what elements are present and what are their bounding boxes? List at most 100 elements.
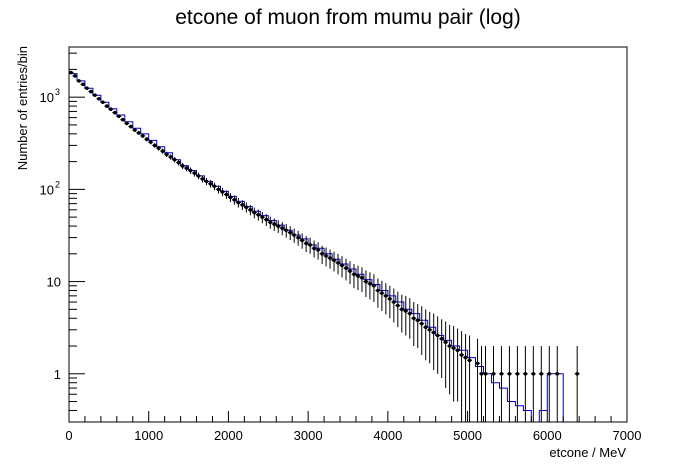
data-point [419,306,425,355]
y-tick-label: 1 [54,367,61,382]
data-point [255,209,261,221]
data-point [211,182,217,191]
mc-histogram-line [69,73,627,423]
data-point [439,319,445,379]
x-tick-label: 7000 [613,428,642,443]
data-point [303,236,309,253]
data-point [287,226,293,241]
data-point [530,346,536,422]
data-point [140,133,146,139]
data-point [180,162,186,169]
x-tick-label: 1000 [134,428,163,443]
data-point [259,211,265,224]
data-point [223,190,229,200]
x-tick-label: 0 [65,428,72,443]
data-point [399,294,405,333]
data-point [124,121,130,126]
data-point [371,274,377,303]
data-points-layer [68,70,580,422]
data-point [363,270,369,298]
data-point [204,177,210,186]
data-point [427,311,433,364]
data-point [92,93,98,98]
data-point [455,328,461,402]
data-point [247,204,253,216]
data-point [100,100,106,105]
data-point [235,198,241,208]
data-point [188,167,194,174]
plot-frame [68,46,628,423]
data-point [443,321,449,389]
data-point [172,156,178,163]
y-tick-exponent: 3 [55,87,60,97]
data-point [554,346,560,422]
data-point [152,143,158,148]
data-point [207,180,213,188]
data-point [327,249,333,269]
data-point [307,237,313,254]
data-point [323,247,329,267]
data-point [435,316,441,374]
data-point [116,114,122,119]
data-point [411,302,417,347]
y-axis-label: Number of entries/bin [15,46,30,170]
data-point [403,295,409,336]
data-point [160,148,166,154]
data-point [479,346,485,422]
data-point [395,291,401,328]
data-point [84,86,90,91]
data-point [359,267,365,293]
data-point [112,110,118,115]
data-point [339,256,345,278]
y-tick-exponent: 2 [55,179,60,189]
histogram-layer [69,73,627,423]
chart-title: etcone of muon from mumu pair (log) [175,6,520,29]
data-point [315,242,321,260]
data-point [96,97,102,101]
data-point [275,220,281,233]
data-point [387,285,393,319]
data-point [80,82,86,87]
data-point [347,261,353,285]
data-point [299,233,305,249]
data-point [343,258,349,281]
data-point [144,137,150,142]
data-point [319,245,325,265]
data-point [184,165,190,172]
data-point [219,187,225,197]
data-point [156,145,162,151]
data-point [200,175,206,183]
data-point [271,218,277,231]
data-point [168,154,174,160]
y-tick-label: 10 [40,90,54,105]
data-point [196,172,202,180]
data-point [423,309,429,361]
data-point [367,272,373,300]
data-point [148,140,154,145]
x-tick-label: 6000 [533,428,562,443]
x-tick-label: 2000 [214,428,243,443]
data-point [522,346,528,422]
data-point [227,193,233,203]
x-tick-label: 4000 [373,428,402,443]
x-tick-label: 5000 [453,428,482,443]
data-point [574,346,580,422]
data-point [451,325,457,402]
data-point [192,170,198,177]
data-point [475,338,481,422]
x-tick-label: 3000 [294,428,323,443]
data-point [375,278,381,308]
data-point [447,324,453,395]
data-point [538,346,544,422]
data-point [263,214,269,226]
data-point [514,346,520,422]
data-point [431,313,437,370]
data-point [355,265,361,291]
data-point [72,74,78,78]
data-point [88,89,94,94]
data-point [283,224,289,238]
data-point [120,117,126,122]
data-point [243,202,249,213]
